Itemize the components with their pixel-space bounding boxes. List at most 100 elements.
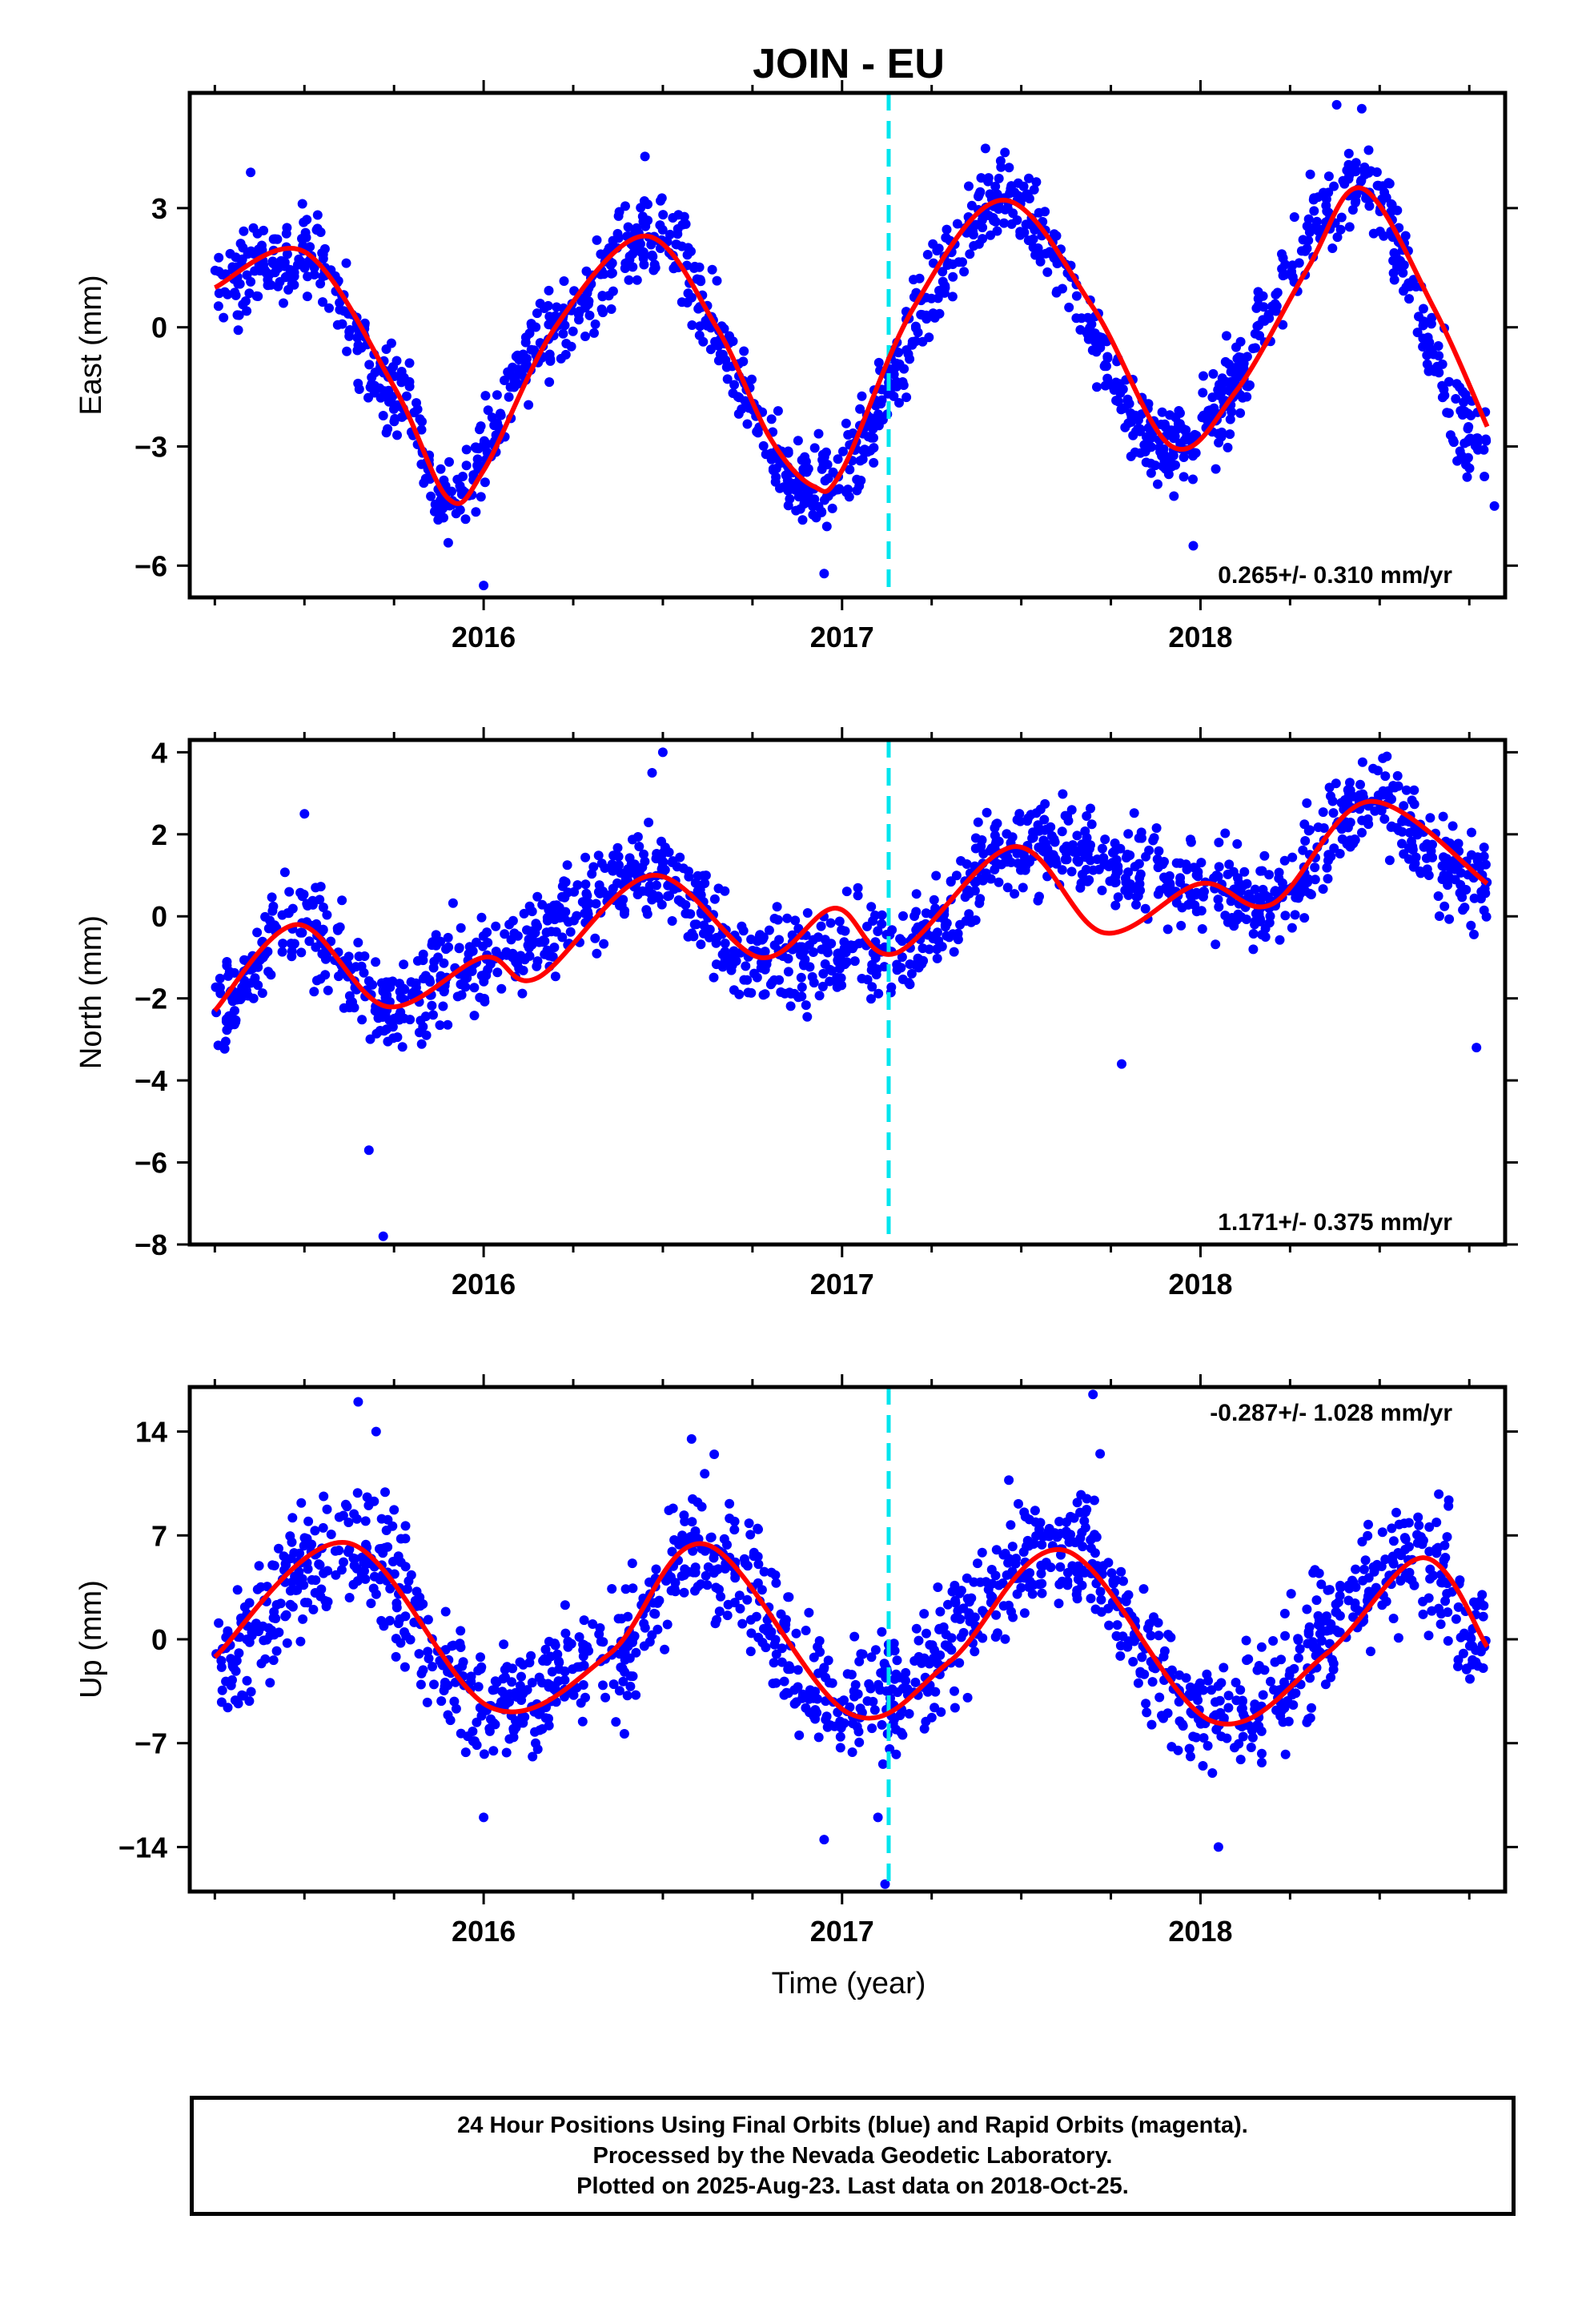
data-point [1194,889,1204,899]
data-point [214,288,224,299]
data-point [211,1007,222,1018]
data-point [530,1727,540,1737]
data-point [720,947,730,957]
data-point [897,974,908,984]
data-point [455,505,465,515]
data-point [612,878,622,888]
data-point [870,1645,881,1655]
data-point [1188,474,1198,485]
data-point [232,1585,243,1595]
data-point [282,1638,292,1648]
data-point [1298,235,1308,245]
data-point [231,995,242,1005]
data-point [729,985,739,995]
data-point [508,1726,519,1736]
data-point [1371,167,1382,177]
data-point [766,414,777,424]
data-point [380,1487,390,1498]
y-tick-label: 2 [151,818,167,851]
data-point [769,914,780,923]
data-point [1208,368,1219,379]
data-point [825,918,836,928]
data-point [976,173,986,183]
data-point [1437,359,1447,369]
data-point [1182,864,1192,875]
data-point [722,374,733,384]
data-point [687,1517,697,1527]
data-point [618,1676,628,1687]
data-point [612,842,623,853]
data-point [1345,778,1355,788]
data-point [1042,267,1053,277]
data-point [664,847,674,858]
data-point [1364,201,1375,211]
data-point [769,1658,779,1668]
data-point [1086,319,1097,329]
data-point [622,1691,632,1701]
data-point [747,374,757,384]
data-point [1322,862,1332,873]
data-point [1310,862,1320,873]
data-point [1211,939,1221,950]
data-point [877,910,887,920]
data-point [527,321,537,332]
data-point [668,1503,678,1514]
data-point [696,939,706,950]
data-point [1324,1585,1335,1595]
data-point [540,1713,551,1723]
data-point [496,983,507,994]
data-point [332,923,343,934]
data-point [1396,1550,1406,1561]
data-point [319,1491,329,1502]
data-point [1407,845,1418,855]
data-point [892,959,902,970]
data-point [1465,1674,1475,1684]
data-point [581,888,592,899]
velocity-annotation: 0.265+/- 0.310 mm/yr [1218,562,1452,589]
data-point [709,1565,719,1575]
data-point [428,1662,437,1672]
data-point [511,352,521,362]
data-point [469,983,480,993]
data-point [315,1560,325,1570]
data-point [344,991,355,1001]
data-point [809,1652,819,1663]
data-point [1175,877,1186,887]
data-point [1466,1634,1476,1643]
data-point [758,440,769,451]
data-point [1303,1629,1314,1639]
data-point [297,199,307,209]
data-point [542,912,552,923]
data-point [260,911,271,922]
outlier-point [299,809,310,819]
data-point [1082,811,1092,821]
data-point [1207,1685,1217,1695]
data-point [423,472,433,483]
data-point [1191,448,1201,458]
data-point [1322,206,1332,216]
data-point [302,215,312,225]
data-point [298,1614,308,1624]
data-point [999,218,1009,228]
data-point [1307,1703,1316,1713]
data-point [237,983,247,993]
data-point [274,1543,283,1554]
data-point [1223,1691,1234,1701]
data-point [817,981,828,991]
data-point [620,201,630,211]
plot-area [211,740,1492,1244]
data-point [508,915,518,926]
data-point [1289,212,1299,222]
plot-frame [187,738,1508,1247]
data-point [1092,1561,1102,1571]
data-point [990,1570,1001,1581]
data-point [371,1028,382,1039]
data-point [1278,320,1288,330]
data-point [1291,1688,1301,1699]
data-point [230,287,240,298]
data-point [259,259,269,270]
data-point [213,301,223,312]
data-point [1359,1564,1369,1574]
data-point [667,857,677,867]
data-point [690,1526,701,1536]
